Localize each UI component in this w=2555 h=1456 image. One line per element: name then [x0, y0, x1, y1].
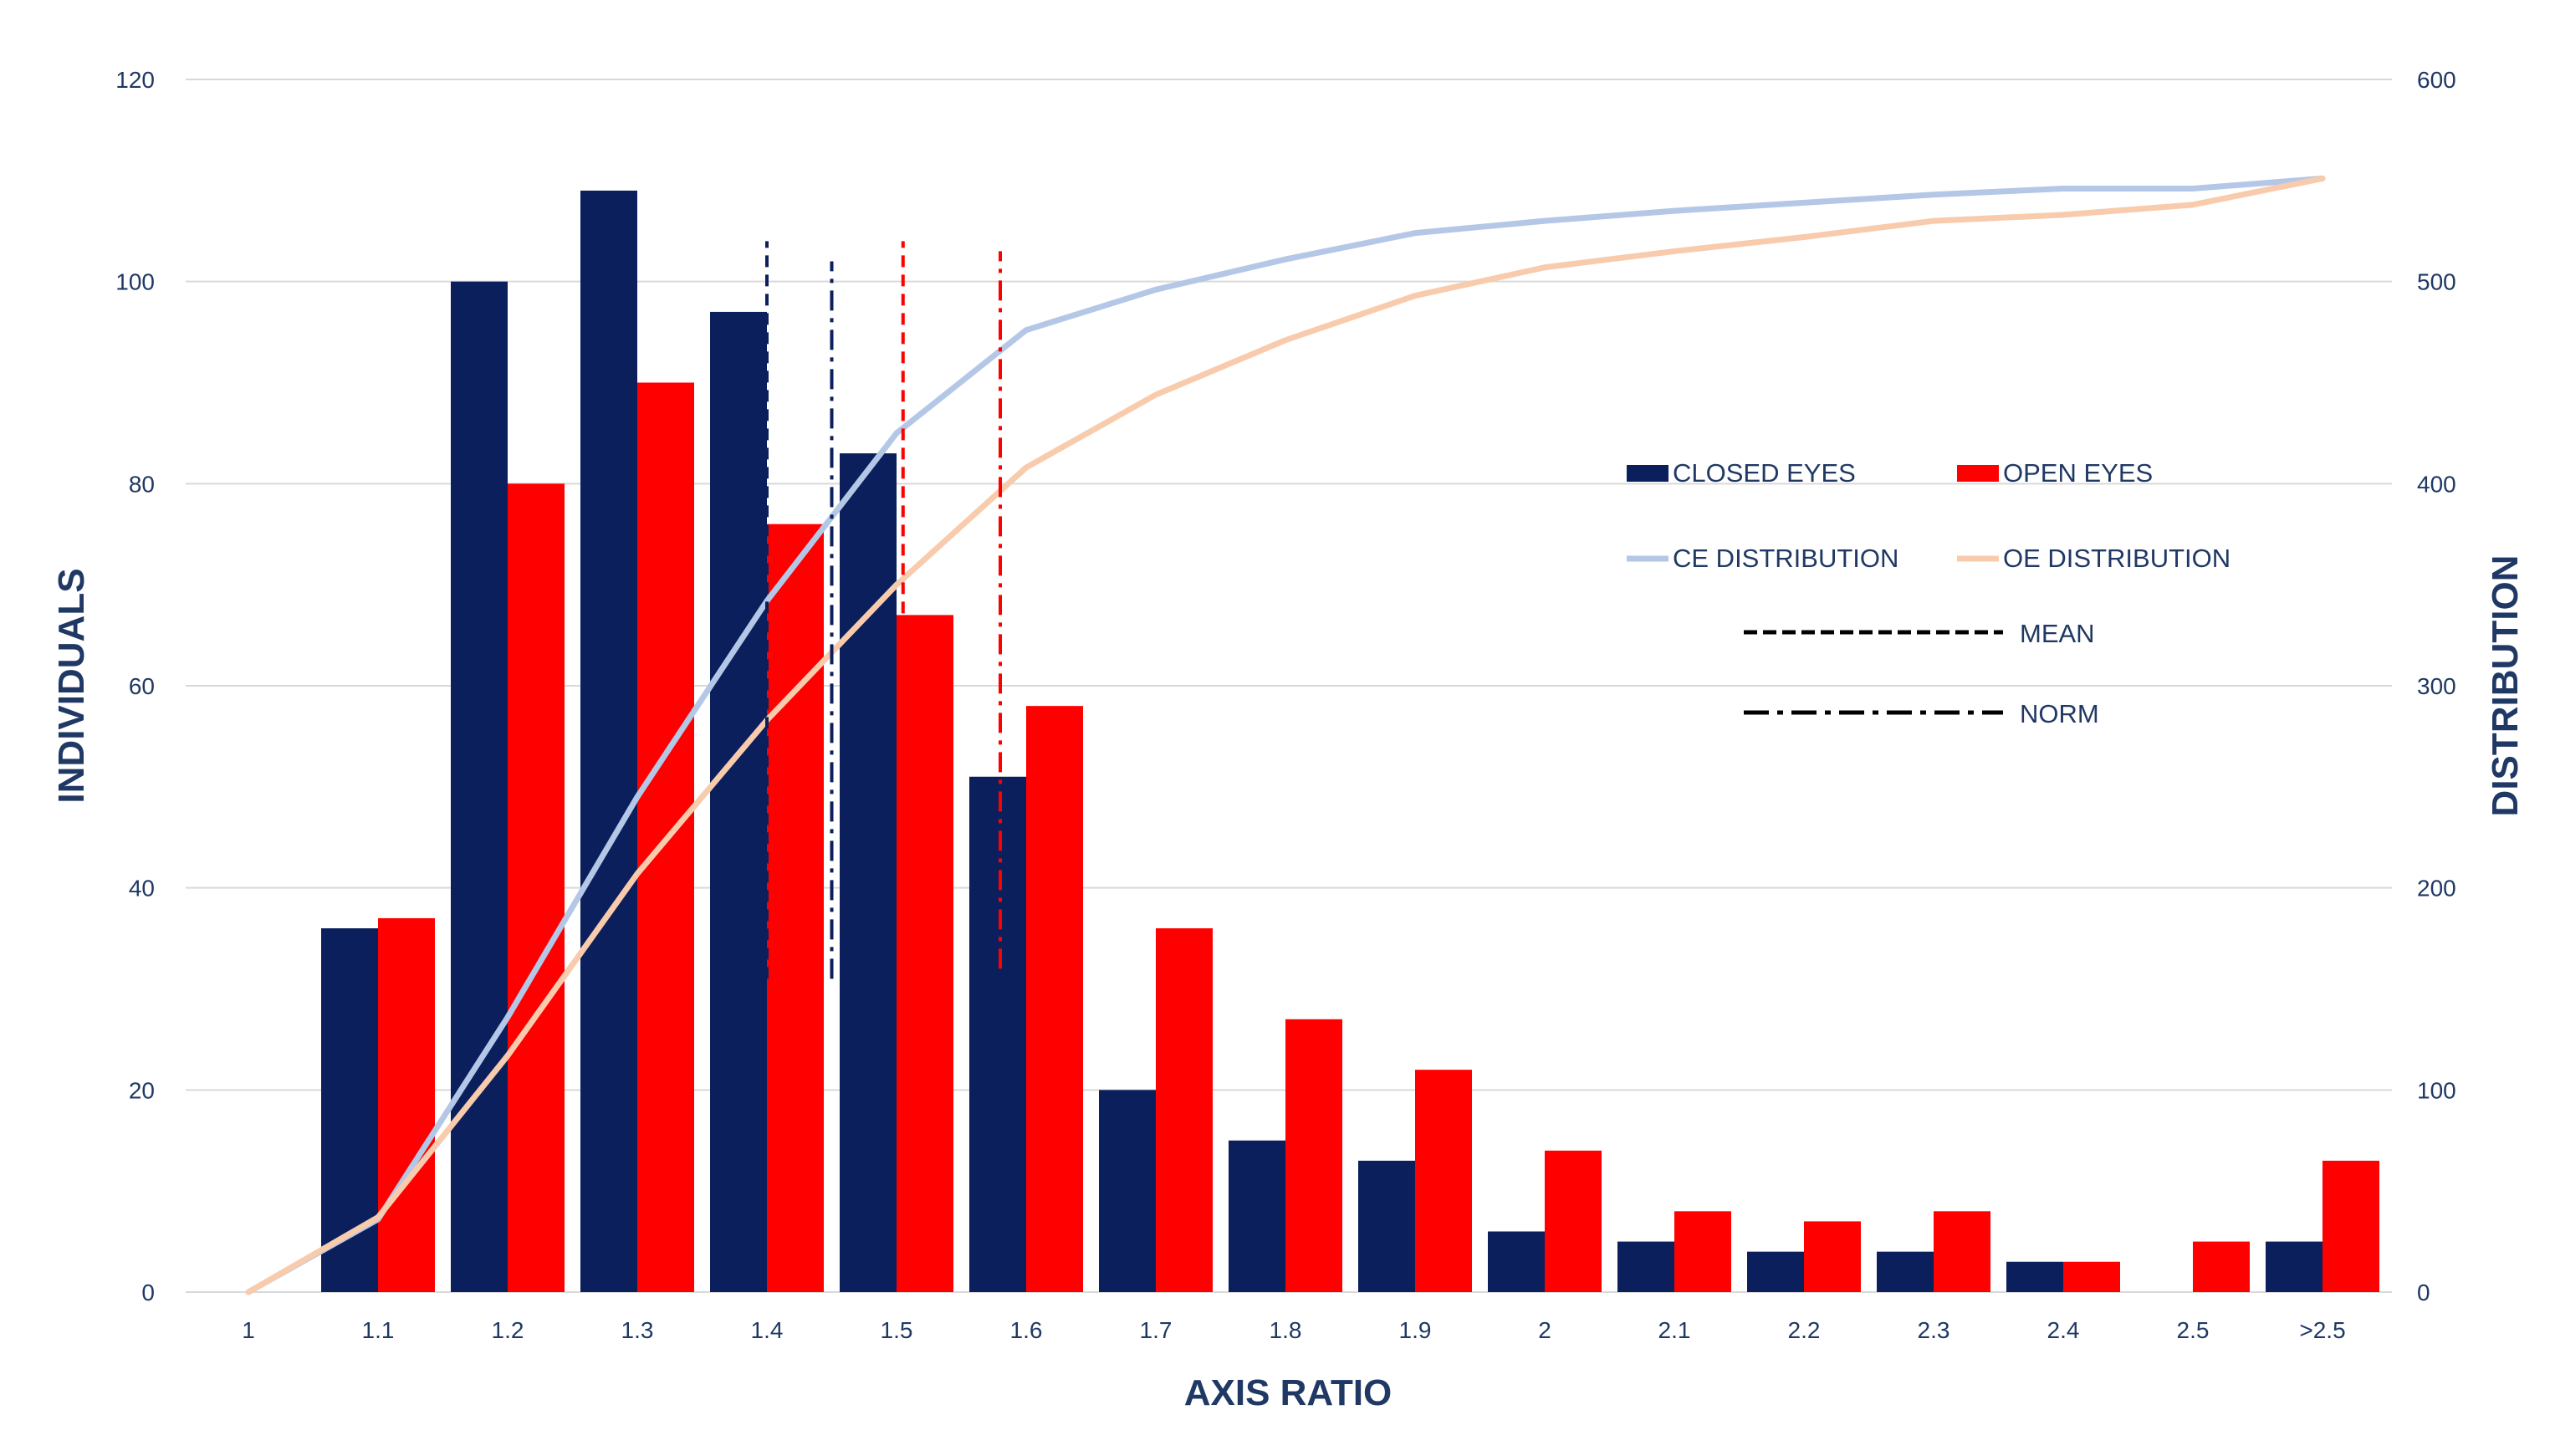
y-left-tick-label: 100: [115, 269, 155, 295]
closed-eyes-bar: [1488, 1231, 1545, 1292]
y-right-tick-label: 100: [2417, 1077, 2456, 1103]
y-left-axis-title: INDIVIDUALS: [51, 568, 92, 803]
closed-eyes-bar: [1877, 1251, 1934, 1292]
legend-label: OPEN EYES: [2003, 458, 2153, 488]
y-left-tick-label: 20: [129, 1077, 155, 1103]
y-right-tick-label: 300: [2417, 673, 2456, 699]
x-tick-label: 2.4: [2047, 1317, 2080, 1343]
legend-swatch-bar: [1957, 465, 1999, 482]
closed-eyes-bar: [840, 453, 897, 1292]
x-tick-label: 2.5: [2177, 1317, 2210, 1343]
legend-label: NORM: [2020, 699, 2099, 728]
legend-label: OE DISTRIBUTION: [2003, 544, 2231, 573]
line-layer: [245, 175, 2326, 1295]
x-tick-label: 1.4: [751, 1317, 784, 1343]
closed-eyes-bar: [451, 281, 508, 1293]
open-eyes-bar: [2193, 1241, 2250, 1292]
x-tick-label: 1.5: [881, 1317, 913, 1343]
legend-label: MEAN: [2020, 619, 2095, 648]
open-eyes-bar: [1674, 1211, 1731, 1292]
y-right-axis-title: DISTRIBUTION: [2485, 555, 2526, 817]
closed-eyes-bar: [2006, 1261, 2063, 1292]
open-eyes-bar: [1804, 1221, 1861, 1292]
x-tick-label: 1: [242, 1317, 255, 1343]
closed-eyes-bar: [710, 311, 767, 1293]
closed-eyes-bar: [580, 190, 637, 1293]
closed-eyes-bar: [1617, 1241, 1674, 1292]
open-eyes-bar: [1026, 706, 1083, 1292]
open-eyes-bar: [2063, 1261, 2120, 1292]
y-right-tick-label: 600: [2417, 67, 2456, 93]
y-right-tick-label: 500: [2417, 269, 2456, 295]
open-eyes-bar: [897, 615, 953, 1292]
x-tick-label: 2.1: [1658, 1317, 1691, 1343]
x-tick-label: 1.3: [621, 1317, 654, 1343]
closed-eyes-bar: [1099, 1090, 1156, 1292]
legend-label: CE DISTRIBUTION: [1673, 544, 1898, 573]
closed-eyes-bar: [1358, 1160, 1415, 1292]
bar-layer: [321, 190, 2379, 1293]
x-tick-label: 1.1: [362, 1317, 395, 1343]
x-tick-label: 1.7: [1140, 1317, 1173, 1343]
closed-eyes-bar: [969, 776, 1026, 1292]
x-axis-title: AXIS RATIO: [1184, 1372, 1392, 1413]
ce-distribution-line: [245, 175, 2326, 1295]
x-tick-label: 1.6: [1010, 1317, 1043, 1343]
x-tick-label: 2.2: [1788, 1317, 1821, 1343]
y-left-tick-label: 80: [129, 471, 155, 497]
y-right-tick-label: 400: [2417, 471, 2456, 497]
x-tick-label: >2.5: [2299, 1317, 2345, 1343]
x-tick-label: 1.2: [492, 1317, 524, 1343]
legend: CLOSED EYES OPEN EYES CE DISTRIBUTION OE DI…: [1627, 458, 2231, 728]
x-tick-label: 2.3: [1918, 1317, 1950, 1343]
y-left-tick-label: 40: [129, 876, 155, 902]
legend-swatch-bar: [1627, 465, 1668, 482]
closed-eyes-bar: [1229, 1140, 1285, 1292]
open-eyes-bar: [1545, 1150, 1602, 1292]
axis-layer: 0 0 20 100 40 200 60 300 80 400 100 500 120 600 1 1.1 1.…: [51, 67, 2526, 1413]
closed-eyes-bar: [1747, 1251, 1804, 1292]
reference-line-layer: [765, 241, 1002, 979]
y-right-tick-label: 0: [2417, 1280, 2430, 1305]
open-eyes-bar: [1285, 1019, 1342, 1292]
x-tick-label: 2: [1538, 1317, 1551, 1343]
y-left-tick-label: 60: [129, 673, 155, 699]
open-eyes-bar: [1415, 1070, 1472, 1292]
x-tick-label: 1.9: [1399, 1317, 1432, 1343]
oe-distribution-line: [245, 175, 2326, 1295]
open-eyes-bar: [1156, 928, 1213, 1292]
open-eyes-bar: [2322, 1160, 2379, 1292]
x-tick-label: 1.8: [1270, 1317, 1302, 1343]
closed-eyes-bar: [2266, 1241, 2322, 1292]
legend-label: CLOSED EYES: [1673, 458, 1856, 488]
open-eyes-bar: [508, 483, 565, 1292]
y-left-tick-label: 0: [141, 1280, 155, 1305]
y-right-tick-label: 200: [2417, 876, 2456, 902]
open-eyes-bar: [378, 917, 435, 1292]
y-left-tick-label: 120: [115, 67, 155, 93]
open-eyes-bar: [767, 524, 824, 1292]
open-eyes-bar: [1934, 1211, 1990, 1292]
